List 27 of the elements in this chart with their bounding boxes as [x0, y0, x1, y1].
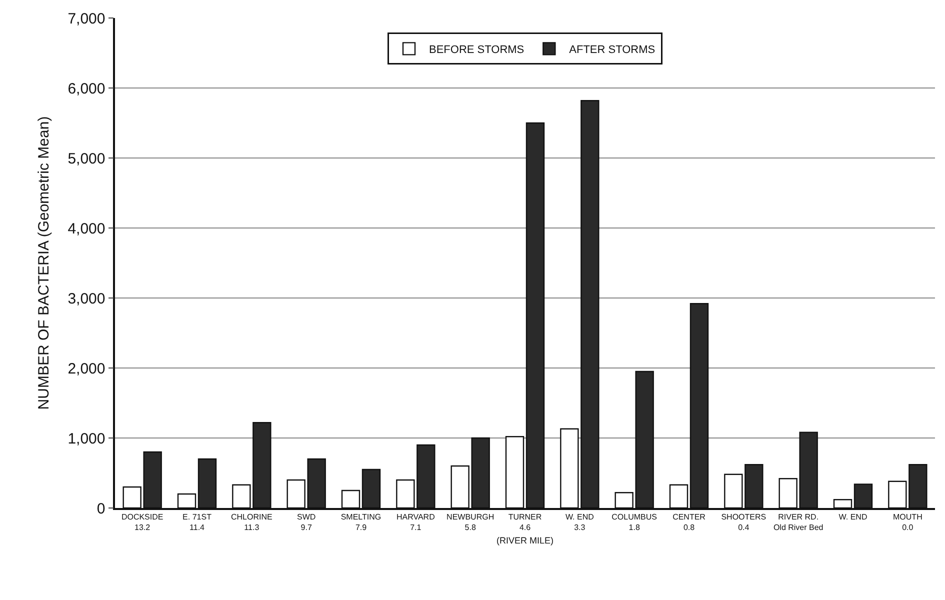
x-tick-label: W. END 3.3	[565, 512, 594, 532]
y-tick-label: 4,000	[68, 220, 106, 238]
x-tick-label: COLUMBUS 1.8	[612, 512, 657, 532]
x-tick-label: SWD 9.7	[296, 512, 316, 532]
x-tick-label: MOUTH 0.0	[893, 512, 923, 532]
x-tick-label: CHLORINE 11.3	[231, 512, 272, 532]
y-tick-label: 6,000	[68, 80, 106, 98]
legend-label: BEFORE STORMS	[429, 44, 524, 56]
x-tick-label: DOCKSIDE 13.2	[121, 512, 164, 532]
y-tick-label: 0	[96, 500, 106, 518]
x-tick-label: RIVER RD. Old River Bed	[773, 512, 824, 532]
x-tick-label: CENTER 0.8	[672, 512, 706, 532]
x-tick-label: HARVARD 7.1	[396, 512, 436, 532]
x-tick-label: W. END	[838, 512, 868, 522]
x-tick-label: TURNER 4.6	[508, 512, 542, 532]
y-tick-label: 7,000	[68, 10, 106, 28]
y-tick-label: 1,000	[68, 430, 106, 448]
y-tick-label: 3,000	[68, 290, 106, 308]
x-tick-label: SHOOTERS 0.4	[721, 512, 766, 532]
y-tick-label: 2,000	[68, 360, 106, 378]
y-axis-title: NUMBER OF BACTERIA (Geometric Mean)	[35, 116, 52, 410]
y-tick-label: 5,000	[68, 150, 106, 168]
x-tick-label: NEWBURGH 5.8	[446, 512, 494, 532]
x-tick-label: SMELTING 7.9	[340, 512, 382, 532]
legend-label: AFTER STORMS	[569, 44, 656, 56]
x-axis-title: (RIVER MILE)	[496, 535, 554, 546]
x-tick-label: E. 71ST 11.4	[182, 512, 212, 532]
